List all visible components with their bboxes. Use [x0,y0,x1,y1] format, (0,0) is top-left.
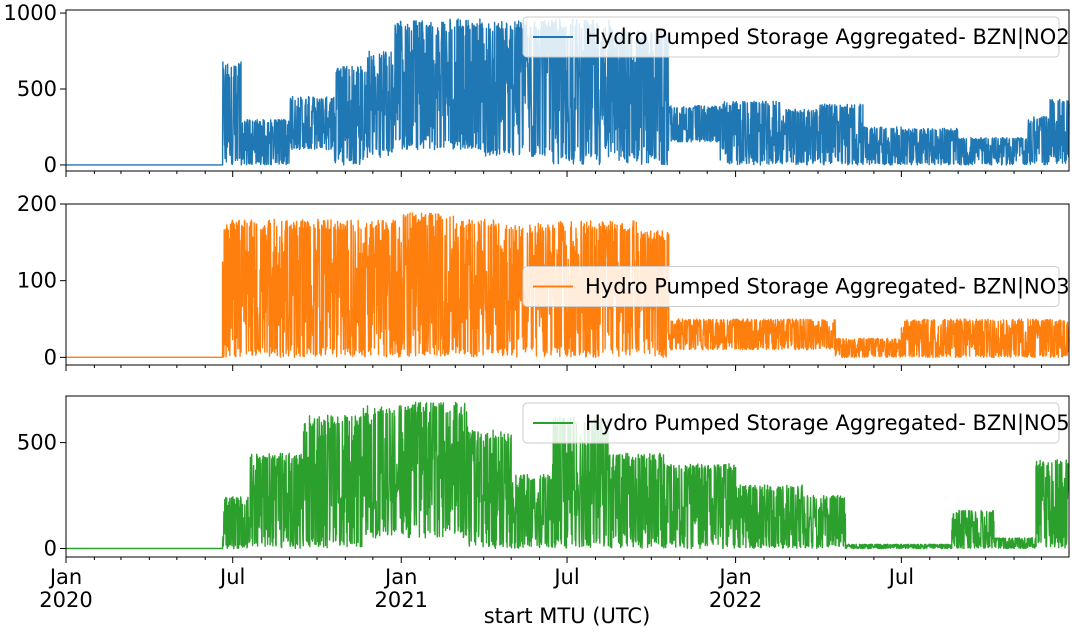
y-tick-label: 500 [17,77,57,101]
legend-label: Hydro Pumped Storage Aggregated- BZN|NO5 [585,411,1070,436]
series-line [66,212,1070,358]
y-tick-label: 500 [17,431,57,455]
x-axis-label: start MTU (UTC) [484,604,651,628]
no3-panel: 0 100 200 Hydro Pumped Storage Aggregated- … [17,192,1070,371]
legend: Hydro Pumped Storage Aggregated- BZN|NO3 [522,266,1070,307]
x-tick-year-label: 2021 [375,588,428,612]
y-tick-label: 0 [44,345,57,369]
legend-box [522,266,1060,307]
legend-box [522,16,1060,58]
no5-panel: 0 500 Hydro Pumped Storage Aggregated- BZN… [17,395,1070,563]
y-tick-label: 200 [17,192,57,216]
no2-panel: 0 500 1000 Hydro Pumped Storage Aggregated-… [4,1,1070,177]
x-tick-label: Jul [887,565,914,589]
x-tick-label: Jan [383,565,417,589]
y-tick-label: 0 [44,537,57,561]
x-tick-label: Jan [717,565,751,589]
series-line [66,401,1070,550]
x-tick-label: Jul [552,565,579,589]
legend: Hydro Pumped Storage Aggregated- BZN|NO2 [522,16,1070,58]
legend-label: Hydro Pumped Storage Aggregated- BZN|NO2 [585,25,1070,50]
y-tick-label: 0 [44,153,57,177]
y-tick-label: 1000 [4,1,57,25]
legend-label: Hydro Pumped Storage Aggregated- BZN|NO3 [585,275,1070,300]
y-tick-label: 100 [17,269,57,293]
x-tick-year-label: 2022 [709,588,762,612]
x-tick-label: Jan [48,565,82,589]
series-line [66,18,1070,166]
x-tick-year-label: 2020 [39,588,92,612]
legend-box [522,402,1060,444]
legend: Hydro Pumped Storage Aggregated- BZN|NO5 [522,402,1070,444]
x-tick-label: Jul [218,565,245,589]
